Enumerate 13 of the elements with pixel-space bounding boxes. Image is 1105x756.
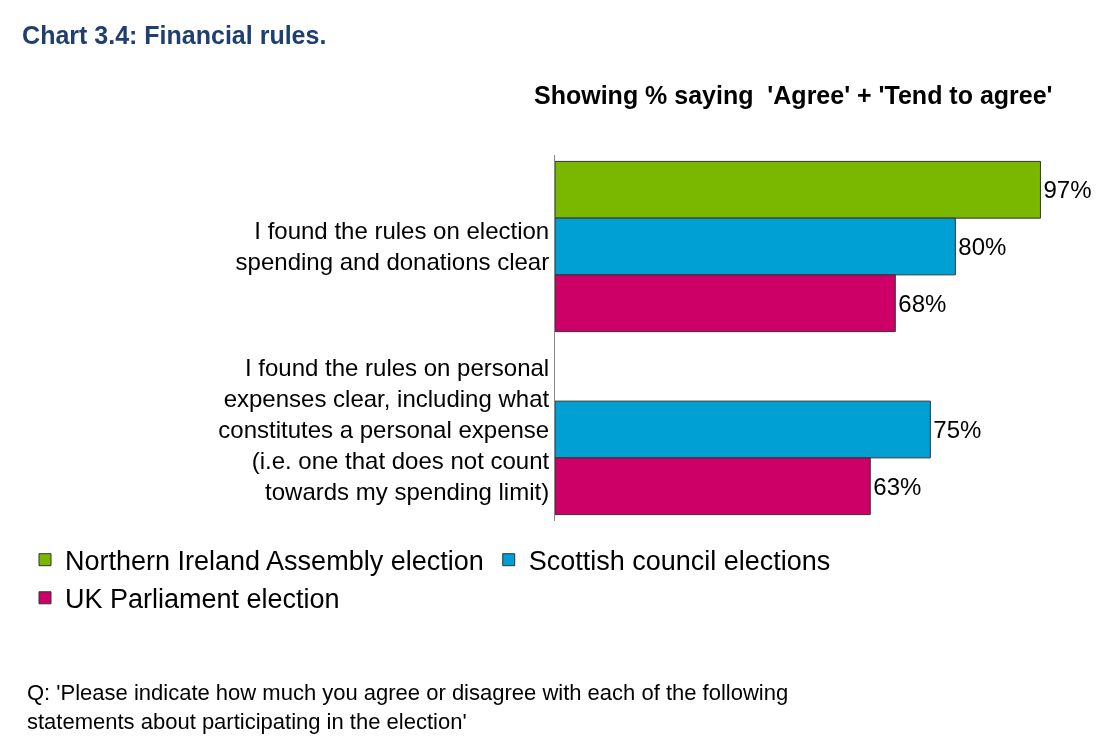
legend-label: Northern Ireland Assembly election — [65, 546, 484, 577]
data-label: 68% — [898, 289, 947, 317]
legend-label: Scottish council elections — [528, 546, 831, 577]
text: Chart 3.4: Financial rules. — [22, 20, 327, 49]
y-tick-label: I found the rules on election spending and donations clear — [235, 217, 550, 276]
text: Q: 'Please indicate how much you agree or disagree with each of the following statements about participating in the election' — [27, 680, 789, 734]
data-label: 75% — [933, 416, 982, 444]
data-label: 80% — [958, 233, 1007, 261]
chart-subtitle: Showing % saying 'Agree' + 'Tend to agree' — [534, 81, 1053, 109]
y-tick-label: I found the rules on personal expenses clear, including what constitutes a personal expense (i.e. one that does not count towards my spending limit) — [218, 353, 550, 506]
data-label: 63% — [873, 472, 922, 500]
data-label: 97% — [1043, 176, 1092, 204]
legend-label: UK Parliament election — [65, 584, 340, 615]
